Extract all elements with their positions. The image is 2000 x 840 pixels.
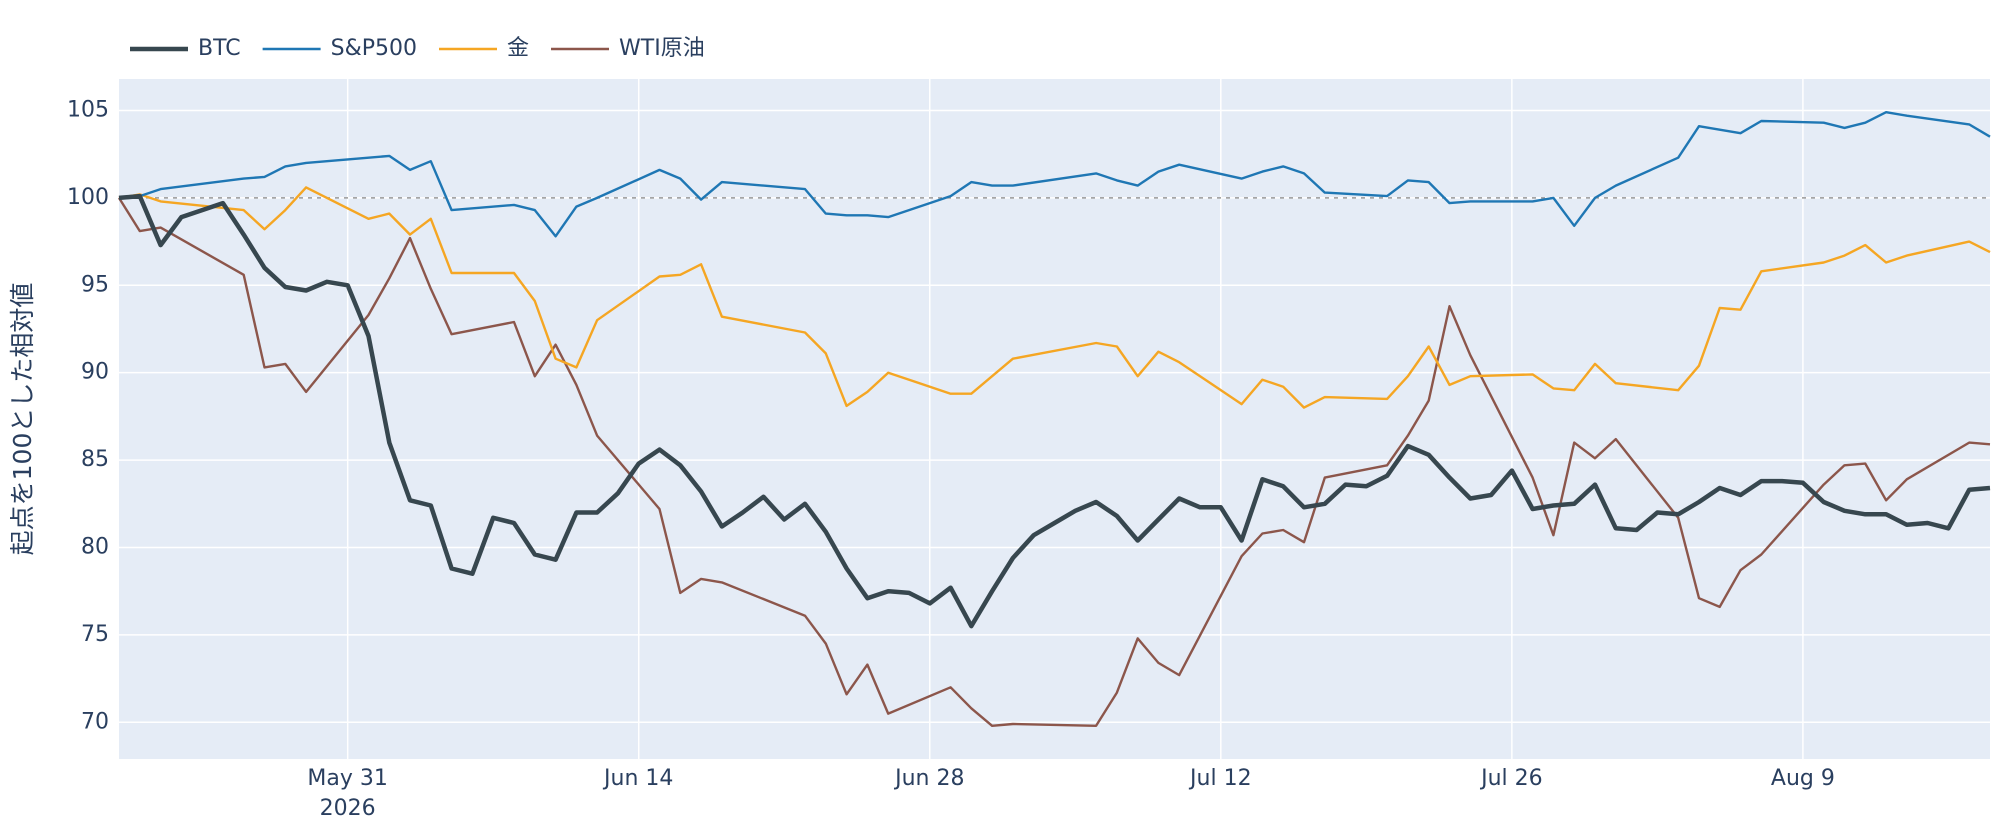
- y-tick-label: 105: [67, 97, 109, 122]
- series-line: [118, 186, 1991, 409]
- legend-label: WTI原油: [619, 36, 705, 61]
- y-axis-title: 起点を100とした相対値: [8, 283, 37, 556]
- legend-label: 金: [507, 36, 529, 61]
- legend-label: BTC: [198, 36, 241, 61]
- series-line: [117, 197, 1991, 727]
- x-tick-label: Jun 14: [602, 766, 673, 791]
- x-tick-label: Jul 26: [1479, 766, 1543, 791]
- y-tick-label: 75: [81, 622, 109, 647]
- x-tick-label: Aug 9: [1771, 766, 1835, 791]
- x-tick-label: May 31: [307, 766, 387, 791]
- y-tick-label: 70: [81, 709, 109, 734]
- y-tick-label: 85: [81, 447, 109, 472]
- y-tick-label: 90: [81, 360, 109, 385]
- legend-label: S&P500: [331, 36, 417, 61]
- y-tick-label: 100: [67, 185, 109, 210]
- y-tick-label: 95: [81, 272, 109, 297]
- series-line: [118, 193, 1991, 629]
- plot-area: [119, 79, 1990, 759]
- series-line: [118, 111, 1991, 238]
- y-tick-label: 80: [81, 534, 109, 559]
- x-tick-year: 2026: [320, 796, 376, 821]
- x-tick-label: Jun 28: [893, 766, 964, 791]
- x-tick-label: Jul 12: [1188, 766, 1252, 791]
